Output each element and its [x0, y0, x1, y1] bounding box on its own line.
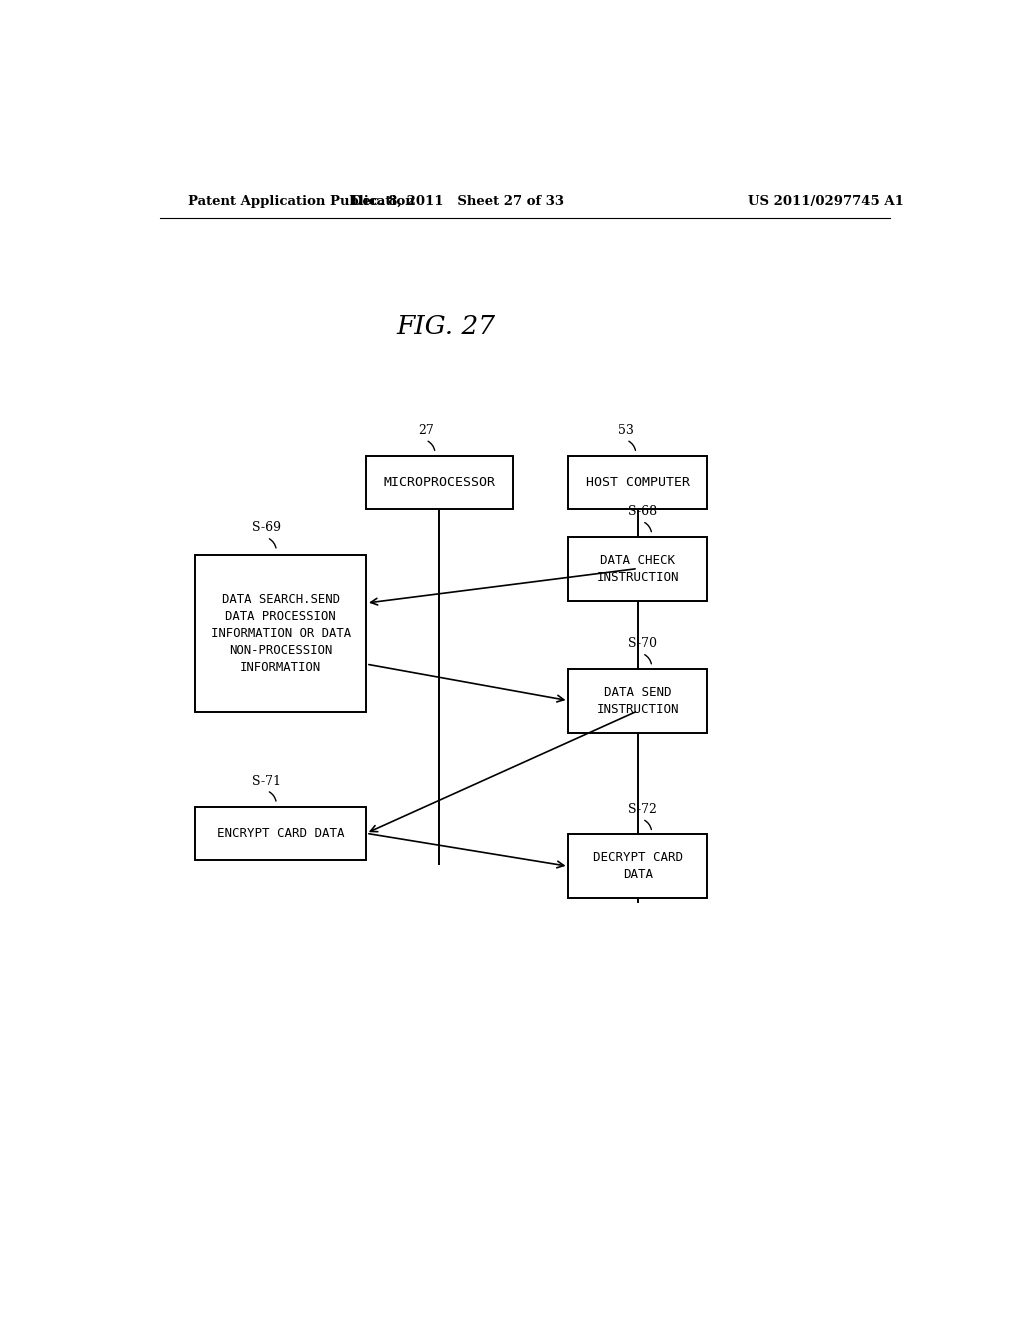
- Text: ENCRYPT CARD DATA: ENCRYPT CARD DATA: [217, 826, 344, 840]
- Bar: [196, 554, 367, 713]
- Bar: [568, 536, 708, 601]
- Text: S-72: S-72: [628, 803, 656, 816]
- Text: DECRYPT CARD
DATA: DECRYPT CARD DATA: [593, 851, 683, 882]
- Text: FIG. 27: FIG. 27: [396, 314, 495, 339]
- Text: DATA SEND
INSTRUCTION: DATA SEND INSTRUCTION: [597, 685, 679, 715]
- Text: S-68: S-68: [628, 506, 656, 519]
- Text: HOST COMPUTER: HOST COMPUTER: [586, 477, 690, 490]
- Text: US 2011/0297745 A1: US 2011/0297745 A1: [749, 194, 904, 207]
- Text: DATA CHECK
INSTRUCTION: DATA CHECK INSTRUCTION: [597, 553, 679, 583]
- Text: 53: 53: [618, 424, 634, 437]
- Bar: [568, 669, 708, 733]
- Bar: [568, 834, 708, 899]
- Text: S-71: S-71: [252, 775, 282, 788]
- Text: 27: 27: [418, 424, 433, 437]
- Text: S-70: S-70: [628, 638, 656, 651]
- Bar: [367, 457, 513, 510]
- Text: S-69: S-69: [252, 521, 282, 535]
- Text: DATA SEARCH.SEND
DATA PROCESSION
INFORMATION OR DATA
NON-PROCESSION
INFORMATION: DATA SEARCH.SEND DATA PROCESSION INFORMA…: [211, 593, 351, 675]
- Bar: [568, 457, 708, 510]
- Text: Patent Application Publication: Patent Application Publication: [187, 194, 415, 207]
- Text: MICROPROCESSOR: MICROPROCESSOR: [383, 477, 496, 490]
- Text: Dec. 8, 2011   Sheet 27 of 33: Dec. 8, 2011 Sheet 27 of 33: [351, 194, 564, 207]
- Bar: [196, 807, 367, 859]
